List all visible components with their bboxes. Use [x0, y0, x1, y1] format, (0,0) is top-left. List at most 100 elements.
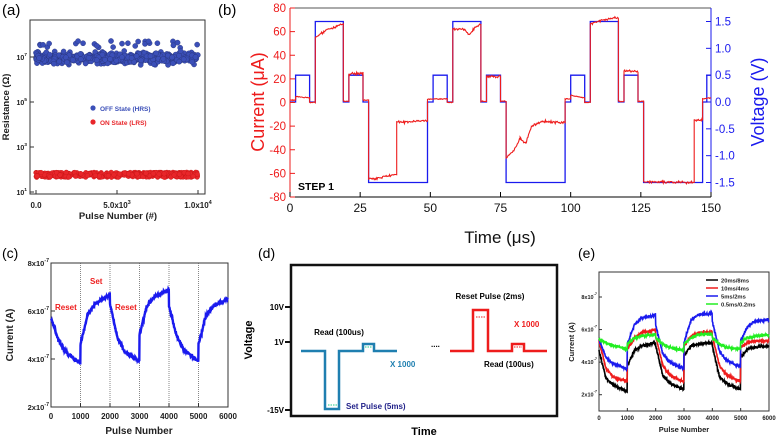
panel-b-x-tick-label: 0	[287, 201, 294, 215]
panel-c-y-tick-label-exponent: -7	[44, 354, 49, 360]
panel-b-left-tick-label: 0	[280, 98, 286, 110]
legend-label-hrs: OFF State (HRS)	[100, 106, 151, 113]
reset-pulse-width-markers	[476, 316, 522, 348]
hrs-point	[113, 57, 120, 64]
pulse-width-markers	[328, 346, 372, 406]
lrs-point	[176, 171, 183, 177]
hrs-point	[176, 58, 183, 65]
lrs-point	[194, 171, 200, 177]
panel-a-y-tick-label: 105	[16, 97, 27, 107]
panel-a-y-tick-label-exponent: 3	[24, 142, 27, 148]
panel-c-y-tick-label-exponent: -7	[44, 258, 49, 264]
panel-b-lines	[290, 15, 711, 186]
panel-e-y-tick-label-base: 6x10	[581, 328, 593, 334]
panel-c-x-tick-label: 6000	[219, 412, 237, 421]
panel-e-y-tick-label-base: 4x10	[581, 360, 593, 366]
hrs-point	[147, 53, 154, 59]
panel-a-x-tick-label-exponent: 3	[128, 200, 131, 206]
panel-a-y-tick-label-base: 10	[16, 55, 24, 62]
panel-e-label: (e)	[578, 245, 595, 261]
lrs-point	[190, 173, 196, 179]
hrs-point	[77, 51, 84, 57]
hrs-point	[160, 55, 167, 62]
panel-a-y-tick-label-exponent: 5	[24, 97, 27, 103]
panel-e-x-tick-label: 6000	[762, 416, 776, 422]
panel-c-y-tick-label-exponent: -7	[44, 306, 49, 312]
panel-e-y-tick-label: 2x10-7	[581, 390, 597, 399]
hrs-point	[102, 57, 108, 63]
panel-e-y-tick-label: 6x10-7	[581, 325, 597, 334]
read-label-left: Read (100us)	[314, 328, 364, 337]
panel-a-x-tick-label: 0.0	[30, 201, 42, 210]
panel-a-y-tick-label-base: 10	[16, 145, 24, 152]
panel-c-x-tick-label: 2000	[101, 412, 119, 421]
panel-d-ylabel: Voltage	[243, 321, 255, 360]
hrs-point	[180, 56, 187, 63]
panel-b-right-tick-label: -1.0	[715, 151, 735, 163]
panel-c-x-tick-label: 5000	[190, 412, 208, 421]
panel-c-ylabel: Current (A)	[5, 309, 16, 362]
reset-waveform	[450, 308, 547, 353]
lrs-point	[116, 171, 123, 177]
panel-b-left-tick-label: 60	[273, 27, 286, 39]
panel-a-x-tick-label-base: 1.0x10	[184, 201, 209, 210]
panel-b-left-tick-label: 20	[273, 74, 286, 86]
panel-c-y-tick-label-exponent: -7	[44, 402, 49, 408]
panel-d-frame	[289, 263, 559, 418]
hrs-point	[75, 38, 81, 44]
hrs-point	[119, 54, 125, 61]
legend-label-lrs: ON State (LRS)	[100, 120, 147, 127]
panel-b-x-tick-label: 25	[353, 201, 367, 215]
legend-marker-hrs	[90, 105, 96, 111]
panel-b-left-tick-label: -40	[269, 145, 286, 157]
hrs-point	[64, 59, 70, 66]
hrs-point	[125, 40, 131, 47]
hrs-point	[40, 42, 46, 48]
legend-marker-lrs	[90, 119, 96, 125]
panel-c-current-line	[50, 285, 229, 365]
hrs-point	[132, 43, 139, 49]
panel-a-x-tick-label-exponent: 4	[209, 200, 213, 206]
lrs-point	[63, 169, 69, 175]
hrs-point	[36, 55, 42, 61]
panel-b-x-tick-label: 125	[631, 201, 651, 215]
panel-e-y-tick-label: 4x10-7	[581, 357, 597, 366]
legend-label: 5ms/2ms	[721, 295, 746, 301]
lrs-point	[185, 171, 191, 177]
hrs-point	[174, 39, 181, 46]
panel-e-lines	[598, 309, 770, 395]
panel-e-ylabel: Current (A)	[567, 322, 576, 362]
panel-c-annotation-reset-2: Reset	[115, 303, 137, 312]
panel-c-y-tick-label: 8x10-7	[28, 258, 49, 268]
panel-b-right-tick-label: -0.5	[715, 124, 735, 136]
hrs-point	[108, 38, 114, 44]
panel-b-x-tick-label: 150	[701, 201, 721, 215]
lrs-point	[156, 171, 162, 177]
panel-b-right-tick-label: 1.0	[715, 43, 731, 55]
lrs-point	[161, 171, 167, 177]
panel-a-y-tick-label-base: 10	[16, 100, 24, 107]
panel-e-y-tick-label-exponent: -7	[594, 357, 597, 361]
panel-a-y-tick-label-exponent: 7	[24, 52, 27, 58]
panel-a-label: (a)	[2, 2, 20, 19]
hrs-point	[177, 48, 184, 54]
lrs-point	[57, 172, 63, 178]
hrs-point	[192, 54, 199, 60]
panel-c-annotation-set: Set	[90, 277, 103, 286]
legend-label: 10ms/4ms	[721, 287, 749, 293]
panel-b-left-tick-label: -80	[269, 192, 286, 204]
panel-c-annotation-reset-1: Reset	[55, 303, 77, 312]
hrs-point	[99, 51, 106, 58]
lrs-point	[171, 172, 177, 178]
panel-c-lines	[50, 263, 229, 407]
panel-a-points	[33, 38, 201, 180]
hrs-point	[138, 57, 144, 64]
panel-d-xlabel: Time	[411, 426, 436, 438]
panel-e-series-line-4	[598, 330, 770, 354]
panel-b-left-tick-label: -60	[269, 168, 286, 180]
hrs-point	[70, 57, 76, 63]
panel-e-xlabel: Pulse Number	[659, 425, 710, 434]
hrs-point	[154, 40, 161, 47]
panel-d: (d) 10V 1V -15V Read (100us) X 1000 Set …	[243, 245, 559, 438]
